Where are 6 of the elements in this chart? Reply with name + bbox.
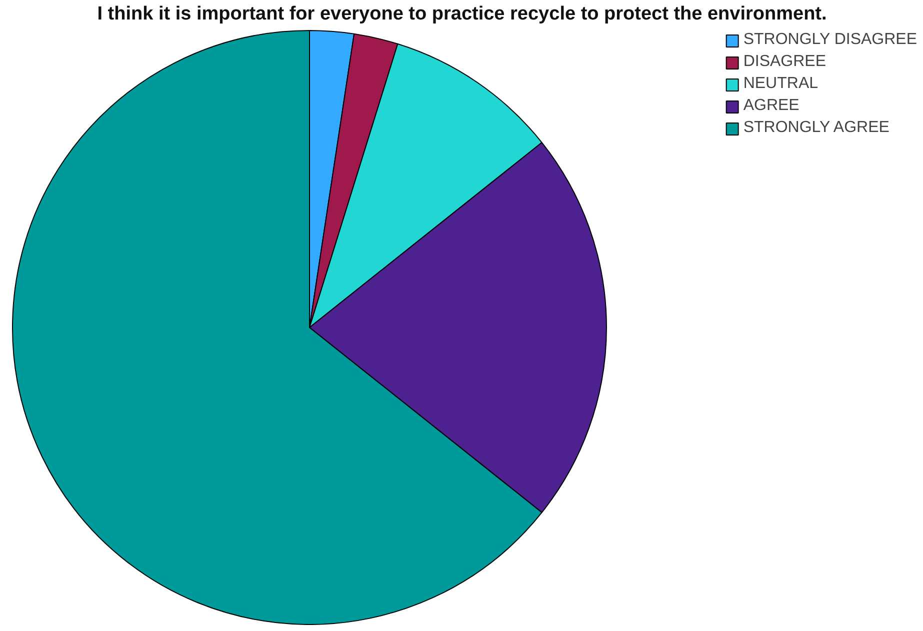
legend-label: DISAGREE	[743, 53, 826, 71]
chart-title: I think it is important for everyone to practice recycle to protect the environment.	[97, 4, 827, 24]
legend-label: NEUTRAL	[743, 75, 818, 93]
legend-label: STRONGLY DISAGREE	[743, 31, 917, 49]
legend-label: STRONGLY AGREE	[743, 119, 890, 137]
legend-label: AGREE	[743, 97, 800, 115]
